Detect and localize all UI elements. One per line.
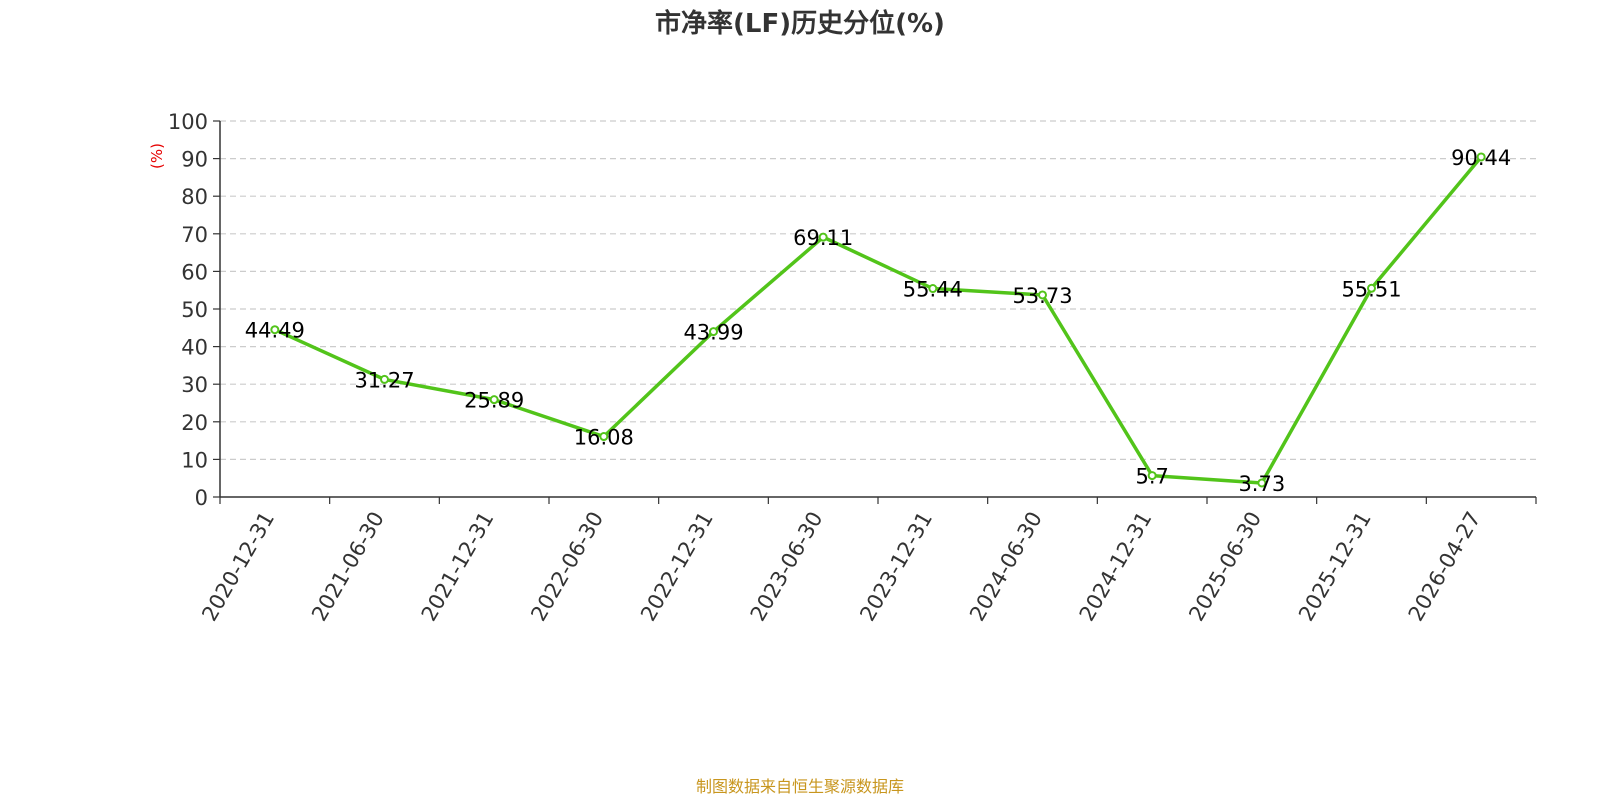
- data-point: [1367, 283, 1376, 293]
- x-tick-label: 2025-12-31: [1294, 508, 1376, 626]
- data-point: [928, 284, 938, 294]
- x-tick-label: 2021-06-30: [307, 508, 389, 626]
- data-label: 43.99: [683, 321, 743, 345]
- series: [270, 152, 1486, 488]
- x-tick-label: 2025-06-30: [1184, 508, 1266, 626]
- data-label: 5.7: [1135, 465, 1168, 489]
- data-point: [380, 374, 389, 384]
- data-labels: 44.49 31.27 25.89 16.08 43.99 69.11 55.44 53.73…: [245, 146, 1511, 496]
- y-tick-label: 90: [181, 148, 208, 172]
- y-tick-label: 0: [195, 486, 208, 510]
- x-tick-label: 2026-04-27: [1404, 508, 1486, 626]
- y-tick-label: 60: [181, 260, 208, 284]
- y-tick-label: 10: [181, 448, 208, 472]
- x-tick-label: 2022-12-31: [636, 508, 718, 626]
- y-axis-label: (%): [148, 143, 166, 169]
- data-point: [270, 325, 280, 335]
- data-label: 3.73: [1238, 472, 1285, 496]
- data-label: 53.73: [1012, 284, 1072, 308]
- y-tick-label: 30: [181, 373, 208, 397]
- y-tick-label: 40: [181, 336, 208, 360]
- data-point: [1147, 471, 1157, 481]
- x-tick-label: 2024-12-31: [1075, 508, 1157, 626]
- grid-lines: [220, 120, 1536, 460]
- data-label: 25.89: [464, 389, 524, 413]
- y-tick-label: 80: [181, 185, 208, 209]
- y-tick-label: 70: [181, 223, 208, 247]
- axes: [213, 120, 1537, 504]
- data-label: 69.11: [793, 226, 853, 250]
- data-point: [1476, 152, 1486, 162]
- data-point: [709, 327, 718, 337]
- data-label: 55.44: [903, 278, 963, 302]
- chart-title: 市净率(LF)历史分位(%): [655, 8, 945, 39]
- x-tick-label: 2024-06-30: [965, 508, 1047, 626]
- data-label: 31.27: [354, 368, 414, 392]
- y-tick-labels: 0 10 20 30 40 50 60 70 80 90 100: [168, 110, 208, 510]
- data-label: 90.44: [1451, 146, 1511, 170]
- source-note: 制图数据来自恒生聚源数据库: [696, 777, 904, 796]
- data-point: [1257, 478, 1267, 488]
- data-point: [818, 232, 828, 242]
- data-label: 16.08: [574, 426, 634, 450]
- data-point: [599, 432, 609, 442]
- data-label: 44.49: [245, 319, 305, 343]
- x-tick-label: 2023-06-30: [746, 508, 828, 626]
- series-line: [274, 155, 1483, 485]
- data-label: 55.51: [1341, 277, 1401, 301]
- x-tick-label: 2022-06-30: [526, 508, 608, 626]
- y-tick-label: 20: [181, 411, 208, 435]
- x-tick-label: 2021-12-31: [417, 507, 499, 625]
- data-point: [1038, 290, 1047, 300]
- y-tick-label: 50: [181, 298, 208, 322]
- x-tick-labels: 2020-12-31 2021-06-30 2021-12-31 2022-06-30…: [197, 507, 1485, 625]
- x-tick-label: 2020-12-31: [197, 508, 279, 626]
- data-point: [489, 395, 499, 405]
- y-tick-label: 100: [168, 110, 208, 134]
- x-tick-label: 2023-12-31: [855, 507, 937, 625]
